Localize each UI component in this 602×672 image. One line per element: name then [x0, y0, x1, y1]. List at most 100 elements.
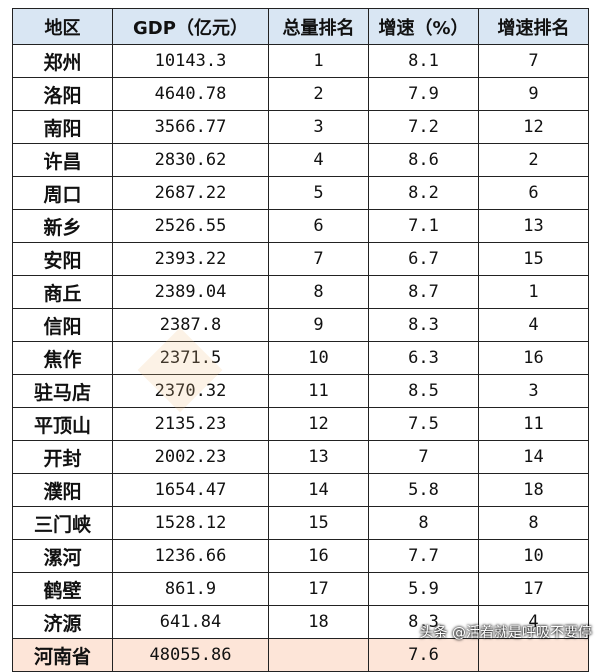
cell-gdp: 2135.23	[112, 407, 269, 441]
cell-growth: 7.9	[368, 77, 479, 111]
table-row: 漯河 1236.66 16 7.7 10	[12, 539, 589, 573]
cell-total-rank: 3	[268, 110, 369, 144]
cell-region: 濮阳	[12, 473, 113, 507]
table-row: 濮阳 1654.47 14 5.8 18	[12, 473, 589, 507]
cell-growth-rank: 3	[478, 374, 589, 408]
cell-gdp: 2526.55	[112, 209, 269, 243]
table-row: 济源 641.84 18 8.3 4	[12, 605, 589, 639]
cell-gdp: 2830.62	[112, 143, 269, 177]
cell-total-rank: 6	[268, 209, 369, 243]
header-growth-rank: 增速排名	[478, 8, 589, 45]
cell-growth-rank: 8	[478, 506, 589, 540]
cell-growth: 8	[368, 506, 479, 540]
cell-region: 开封	[12, 440, 113, 474]
cell-growth: 8.3	[368, 605, 479, 639]
cell-growth: 7.5	[368, 407, 479, 441]
cell-region: 济源	[12, 605, 113, 639]
cell-region: 平顶山	[12, 407, 113, 441]
table-row: 鹤壁 861.9 17 5.9 17	[12, 572, 589, 606]
cell-total-rank: 15	[268, 506, 369, 540]
cell-gdp: 10143.3	[112, 44, 269, 78]
cell-gdp: 641.84	[112, 605, 269, 639]
cell-region: 鹤壁	[12, 572, 113, 606]
cell-growth: 7.6	[368, 638, 479, 672]
cell-growth: 8.3	[368, 308, 479, 342]
cell-growth-rank: 18	[478, 473, 589, 507]
cell-total-rank: 16	[268, 539, 369, 573]
header-growth: 增速（%）	[368, 8, 479, 45]
cell-region: 河南省	[12, 638, 113, 672]
cell-gdp: 1654.47	[112, 473, 269, 507]
gdp-table: 地区 GDP（亿元） 总量排名 增速（%） 增速排名 郑州 10143.3 1 8.1…	[12, 8, 589, 672]
table-row: 郑州 10143.3 1 8.1 7	[12, 44, 589, 78]
cell-growth: 7	[368, 440, 479, 474]
cell-growth: 8.7	[368, 275, 479, 309]
cell-total-rank: 4	[268, 143, 369, 177]
header-total-rank: 总量排名	[268, 8, 369, 45]
footer-credit: 头条 @活着就是呼吸不要停	[419, 625, 592, 641]
cell-region: 商丘	[12, 275, 113, 309]
cell-growth-rank: 16	[478, 341, 589, 375]
cell-growth-rank: 14	[478, 440, 589, 474]
cell-gdp: 1236.66	[112, 539, 269, 573]
table-row: 安阳 2393.22 7 6.7 15	[12, 242, 589, 276]
cell-growth-rank: 1	[478, 275, 589, 309]
cell-gdp: 48055.86	[112, 638, 269, 672]
cell-growth: 5.9	[368, 572, 479, 606]
cell-growth-rank: 4	[478, 308, 589, 342]
cell-gdp: 2389.04	[112, 275, 269, 309]
table-row: 信阳 2387.8 9 8.3 4	[12, 308, 589, 342]
cell-growth: 8.6	[368, 143, 479, 177]
cell-total-rank: 17	[268, 572, 369, 606]
table-row: 焦作 2371.5 10 6.3 16	[12, 341, 589, 375]
cell-growth: 7.1	[368, 209, 479, 243]
cell-gdp: 861.9	[112, 572, 269, 606]
table-row: 开封 2002.23 13 7 14	[12, 440, 589, 474]
cell-gdp: 1528.12	[112, 506, 269, 540]
cell-growth-rank: 10	[478, 539, 589, 573]
table-row: 许昌 2830.62 4 8.6 2	[12, 143, 589, 177]
cell-region: 安阳	[12, 242, 113, 276]
cell-growth: 5.8	[368, 473, 479, 507]
cell-total-rank	[268, 638, 369, 672]
table-row: 三门峡 1528.12 15 8 8	[12, 506, 589, 540]
cell-gdp: 4640.78	[112, 77, 269, 111]
cell-region: 焦作	[12, 341, 113, 375]
header-gdp: GDP（亿元）	[112, 8, 269, 45]
cell-region: 南阳	[12, 110, 113, 144]
cell-total-rank: 13	[268, 440, 369, 474]
cell-growth: 7.7	[368, 539, 479, 573]
cell-growth: 6.3	[368, 341, 479, 375]
table-total-row: 河南省 48055.86 7.6	[12, 638, 589, 672]
cell-region: 驻马店	[12, 374, 113, 408]
cell-total-rank: 14	[268, 473, 369, 507]
cell-gdp: 2370.32	[112, 374, 269, 408]
cell-gdp: 3566.77	[112, 110, 269, 144]
cell-growth: 8.1	[368, 44, 479, 78]
table-row: 南阳 3566.77 3 7.2 12	[12, 110, 589, 144]
cell-total-rank: 2	[268, 77, 369, 111]
gdp-table-container: 地区 GDP（亿元） 总量排名 增速（%） 增速排名 郑州 10143.3 1 8.1…	[12, 8, 589, 672]
table-row: 新乡 2526.55 6 7.1 13	[12, 209, 589, 243]
cell-gdp: 2687.22	[112, 176, 269, 210]
cell-growth: 8.5	[368, 374, 479, 408]
cell-total-rank: 18	[268, 605, 369, 639]
cell-gdp: 2002.23	[112, 440, 269, 474]
cell-growth-rank: 7	[478, 44, 589, 78]
cell-growth-rank: 2	[478, 143, 589, 177]
cell-total-rank: 8	[268, 275, 369, 309]
cell-growth-rank: 15	[478, 242, 589, 276]
table-row: 洛阳 4640.78 2 7.9 9	[12, 77, 589, 111]
cell-total-rank: 12	[268, 407, 369, 441]
table-row: 商丘 2389.04 8 8.7 1	[12, 275, 589, 309]
cell-growth-rank: 9	[478, 77, 589, 111]
cell-growth-rank: 17	[478, 572, 589, 606]
cell-region: 漯河	[12, 539, 113, 573]
cell-region: 洛阳	[12, 77, 113, 111]
cell-total-rank: 5	[268, 176, 369, 210]
cell-gdp: 2393.22	[112, 242, 269, 276]
cell-gdp: 2371.5	[112, 341, 269, 375]
table-row: 驻马店 2370.32 11 8.5 3	[12, 374, 589, 408]
cell-gdp: 2387.8	[112, 308, 269, 342]
header-region: 地区	[12, 8, 113, 45]
